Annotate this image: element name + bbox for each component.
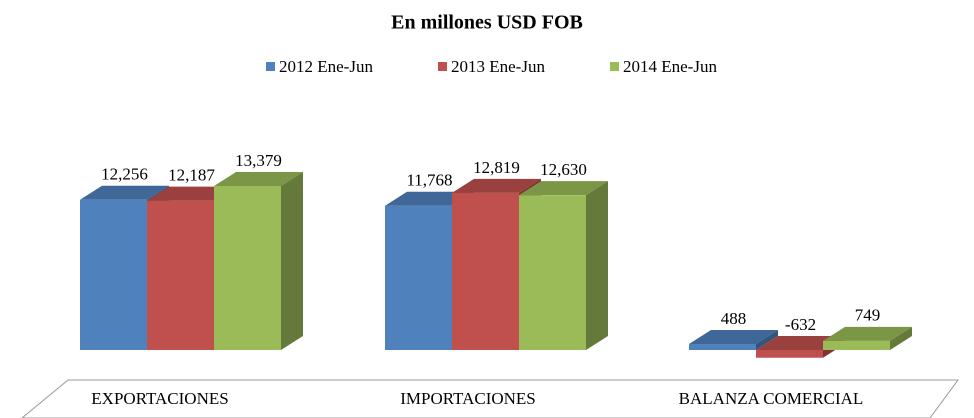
chart-title: En millones USD FOB: [391, 12, 583, 34]
legend-swatch: [610, 62, 619, 71]
bar: [823, 340, 890, 350]
data-label: 12,187: [168, 166, 215, 185]
bar-side: [586, 181, 608, 350]
bar: [80, 199, 147, 350]
bar-top: [80, 185, 169, 200]
bar-top: [689, 330, 778, 345]
bar-top: [147, 186, 236, 201]
legend-label: 2014 Ene-Jun: [623, 57, 717, 76]
data-label: 749: [855, 306, 881, 325]
bar-top: [385, 191, 474, 206]
data-label: 12,819: [473, 158, 520, 177]
bar-side: [890, 326, 912, 350]
data-label: -632: [785, 315, 816, 334]
bar-top: [452, 178, 541, 193]
bar: [519, 195, 586, 350]
legend-label: 2013 Ene-Jun: [451, 57, 545, 76]
data-label: 13,379: [235, 151, 282, 170]
bar: [452, 192, 519, 350]
bar-top: [214, 172, 303, 186]
bar-top: [519, 181, 608, 196]
legend-swatch: [438, 62, 447, 71]
bar-top: [756, 336, 845, 350]
bar: [385, 205, 452, 350]
data-label: 12,256: [101, 165, 148, 184]
bar: [756, 350, 823, 358]
bar: [689, 344, 756, 350]
legend-label: 2012 Ene-Jun: [279, 57, 373, 76]
legend-swatch: [266, 62, 275, 71]
x-tick-label: IMPORTACIONES: [400, 389, 536, 408]
bar-top: [823, 326, 912, 341]
x-tick-label: EXPORTACIONES: [91, 389, 228, 408]
bar: [214, 186, 281, 350]
data-label: 488: [721, 309, 747, 328]
floor: [21, 379, 959, 418]
x-tick-label: BALANZA COMERCIAL: [679, 389, 864, 408]
data-label: 12,630: [540, 160, 587, 179]
data-label: 11,768: [406, 171, 452, 190]
bar-side: [281, 172, 303, 350]
bar: [147, 200, 214, 350]
bar-side: [756, 330, 778, 350]
